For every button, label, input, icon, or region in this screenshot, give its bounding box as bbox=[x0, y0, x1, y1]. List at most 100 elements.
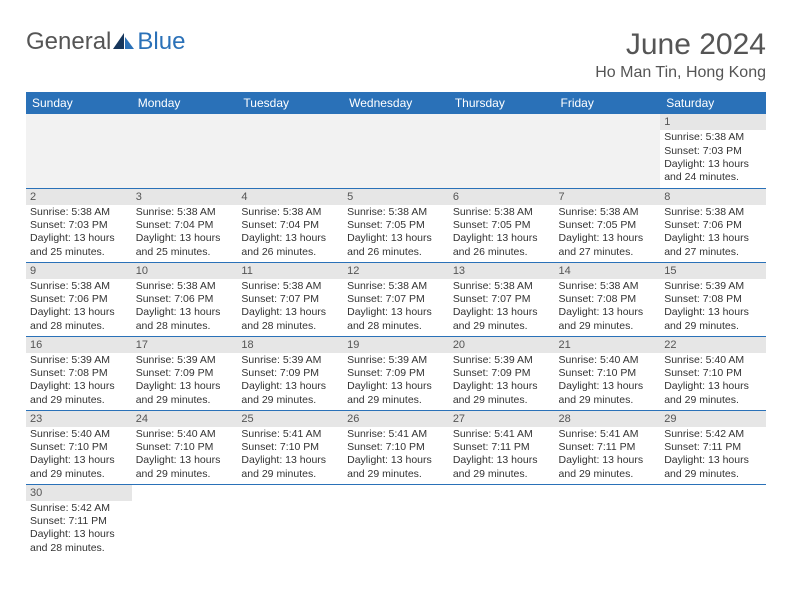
day-number: 23 bbox=[26, 411, 132, 427]
day-details: Sunrise: 5:38 AMSunset: 7:07 PMDaylight:… bbox=[449, 280, 555, 336]
weekday-header: Monday bbox=[132, 92, 238, 114]
day-details: Sunrise: 5:38 AMSunset: 7:08 PMDaylight:… bbox=[555, 280, 661, 336]
day-details: Sunrise: 5:42 AMSunset: 7:11 PMDaylight:… bbox=[660, 428, 766, 484]
calendar-day-cell: 1Sunrise: 5:38 AMSunset: 7:03 PMDaylight… bbox=[660, 114, 766, 188]
day-number: 20 bbox=[449, 337, 555, 353]
day-details: Sunrise: 5:42 AMSunset: 7:11 PMDaylight:… bbox=[26, 502, 132, 558]
day-number: 17 bbox=[132, 337, 238, 353]
day-details: Sunrise: 5:38 AMSunset: 7:04 PMDaylight:… bbox=[237, 206, 343, 262]
calendar-day-cell: 8Sunrise: 5:38 AMSunset: 7:06 PMDaylight… bbox=[660, 188, 766, 262]
calendar-row: 9Sunrise: 5:38 AMSunset: 7:06 PMDaylight… bbox=[26, 262, 766, 336]
day-details: Sunrise: 5:38 AMSunset: 7:06 PMDaylight:… bbox=[132, 280, 238, 336]
calendar-blank-cell bbox=[26, 114, 132, 188]
calendar-blank-cell bbox=[660, 484, 766, 558]
calendar-day-cell: 28Sunrise: 5:41 AMSunset: 7:11 PMDayligh… bbox=[555, 410, 661, 484]
weekday-header-row: Sunday Monday Tuesday Wednesday Thursday… bbox=[26, 92, 766, 114]
day-details: Sunrise: 5:41 AMSunset: 7:11 PMDaylight:… bbox=[449, 428, 555, 484]
calendar-blank-cell bbox=[555, 114, 661, 188]
calendar-day-cell: 11Sunrise: 5:38 AMSunset: 7:07 PMDayligh… bbox=[237, 262, 343, 336]
day-number: 30 bbox=[26, 485, 132, 501]
calendar-day-cell: 20Sunrise: 5:39 AMSunset: 7:09 PMDayligh… bbox=[449, 336, 555, 410]
day-details: Sunrise: 5:40 AMSunset: 7:10 PMDaylight:… bbox=[132, 428, 238, 484]
day-number: 25 bbox=[237, 411, 343, 427]
day-number: 9 bbox=[26, 263, 132, 279]
calendar-day-cell: 13Sunrise: 5:38 AMSunset: 7:07 PMDayligh… bbox=[449, 262, 555, 336]
day-number: 19 bbox=[343, 337, 449, 353]
day-details: Sunrise: 5:38 AMSunset: 7:06 PMDaylight:… bbox=[660, 206, 766, 262]
weekday-header: Sunday bbox=[26, 92, 132, 114]
day-details: Sunrise: 5:40 AMSunset: 7:10 PMDaylight:… bbox=[660, 354, 766, 410]
day-details: Sunrise: 5:38 AMSunset: 7:06 PMDaylight:… bbox=[26, 280, 132, 336]
calendar-day-cell: 12Sunrise: 5:38 AMSunset: 7:07 PMDayligh… bbox=[343, 262, 449, 336]
day-details: Sunrise: 5:38 AMSunset: 7:05 PMDaylight:… bbox=[343, 206, 449, 262]
location-label: Ho Man Tin, Hong Kong bbox=[595, 64, 766, 82]
calendar-day-cell: 6Sunrise: 5:38 AMSunset: 7:05 PMDaylight… bbox=[449, 188, 555, 262]
day-number: 3 bbox=[132, 189, 238, 205]
day-number: 11 bbox=[237, 263, 343, 279]
brand-logo: General Blue bbox=[26, 28, 185, 56]
day-details: Sunrise: 5:40 AMSunset: 7:10 PMDaylight:… bbox=[555, 354, 661, 410]
calendar-blank-cell bbox=[343, 114, 449, 188]
day-details: Sunrise: 5:41 AMSunset: 7:10 PMDaylight:… bbox=[343, 428, 449, 484]
calendar-day-cell: 21Sunrise: 5:40 AMSunset: 7:10 PMDayligh… bbox=[555, 336, 661, 410]
day-details: Sunrise: 5:41 AMSunset: 7:11 PMDaylight:… bbox=[555, 428, 661, 484]
day-number: 24 bbox=[132, 411, 238, 427]
day-details: Sunrise: 5:39 AMSunset: 7:09 PMDaylight:… bbox=[237, 354, 343, 410]
calendar-day-cell: 30Sunrise: 5:42 AMSunset: 7:11 PMDayligh… bbox=[26, 484, 132, 558]
calendar-day-cell: 10Sunrise: 5:38 AMSunset: 7:06 PMDayligh… bbox=[132, 262, 238, 336]
brand-part1: General bbox=[26, 28, 111, 56]
calendar-day-cell: 26Sunrise: 5:41 AMSunset: 7:10 PMDayligh… bbox=[343, 410, 449, 484]
calendar-day-cell: 24Sunrise: 5:40 AMSunset: 7:10 PMDayligh… bbox=[132, 410, 238, 484]
calendar-row: 1Sunrise: 5:38 AMSunset: 7:03 PMDaylight… bbox=[26, 114, 766, 188]
day-number: 10 bbox=[132, 263, 238, 279]
day-details: Sunrise: 5:39 AMSunset: 7:09 PMDaylight:… bbox=[449, 354, 555, 410]
day-details: Sunrise: 5:38 AMSunset: 7:04 PMDaylight:… bbox=[132, 206, 238, 262]
calendar-day-cell: 7Sunrise: 5:38 AMSunset: 7:05 PMDaylight… bbox=[555, 188, 661, 262]
calendar-day-cell: 19Sunrise: 5:39 AMSunset: 7:09 PMDayligh… bbox=[343, 336, 449, 410]
day-number: 8 bbox=[660, 189, 766, 205]
day-number: 7 bbox=[555, 189, 661, 205]
calendar-blank-cell bbox=[449, 484, 555, 558]
calendar-row: 16Sunrise: 5:39 AMSunset: 7:08 PMDayligh… bbox=[26, 336, 766, 410]
calendar-blank-cell bbox=[237, 484, 343, 558]
calendar-day-cell: 17Sunrise: 5:39 AMSunset: 7:09 PMDayligh… bbox=[132, 336, 238, 410]
day-number: 14 bbox=[555, 263, 661, 279]
day-details: Sunrise: 5:38 AMSunset: 7:07 PMDaylight:… bbox=[343, 280, 449, 336]
day-number: 18 bbox=[237, 337, 343, 353]
month-title: June 2024 bbox=[595, 28, 766, 62]
calendar-row: 30Sunrise: 5:42 AMSunset: 7:11 PMDayligh… bbox=[26, 484, 766, 558]
weekday-header: Thursday bbox=[449, 92, 555, 114]
day-number: 26 bbox=[343, 411, 449, 427]
calendar-day-cell: 9Sunrise: 5:38 AMSunset: 7:06 PMDaylight… bbox=[26, 262, 132, 336]
day-number: 6 bbox=[449, 189, 555, 205]
day-number: 13 bbox=[449, 263, 555, 279]
day-number: 28 bbox=[555, 411, 661, 427]
day-number: 1 bbox=[660, 114, 766, 130]
calendar-day-cell: 16Sunrise: 5:39 AMSunset: 7:08 PMDayligh… bbox=[26, 336, 132, 410]
calendar-day-cell: 27Sunrise: 5:41 AMSunset: 7:11 PMDayligh… bbox=[449, 410, 555, 484]
calendar-blank-cell bbox=[555, 484, 661, 558]
calendar-blank-cell bbox=[449, 114, 555, 188]
day-number: 21 bbox=[555, 337, 661, 353]
day-details: Sunrise: 5:39 AMSunset: 7:09 PMDaylight:… bbox=[343, 354, 449, 410]
day-details: Sunrise: 5:38 AMSunset: 7:07 PMDaylight:… bbox=[237, 280, 343, 336]
day-number: 15 bbox=[660, 263, 766, 279]
calendar-day-cell: 18Sunrise: 5:39 AMSunset: 7:09 PMDayligh… bbox=[237, 336, 343, 410]
day-number: 16 bbox=[26, 337, 132, 353]
calendar-day-cell: 22Sunrise: 5:40 AMSunset: 7:10 PMDayligh… bbox=[660, 336, 766, 410]
day-details: Sunrise: 5:38 AMSunset: 7:05 PMDaylight:… bbox=[449, 206, 555, 262]
weekday-header: Friday bbox=[555, 92, 661, 114]
weekday-header: Tuesday bbox=[237, 92, 343, 114]
day-details: Sunrise: 5:41 AMSunset: 7:10 PMDaylight:… bbox=[237, 428, 343, 484]
calendar-day-cell: 23Sunrise: 5:40 AMSunset: 7:10 PMDayligh… bbox=[26, 410, 132, 484]
calendar-day-cell: 25Sunrise: 5:41 AMSunset: 7:10 PMDayligh… bbox=[237, 410, 343, 484]
calendar-day-cell: 14Sunrise: 5:38 AMSunset: 7:08 PMDayligh… bbox=[555, 262, 661, 336]
calendar-row: 23Sunrise: 5:40 AMSunset: 7:10 PMDayligh… bbox=[26, 410, 766, 484]
calendar-day-cell: 3Sunrise: 5:38 AMSunset: 7:04 PMDaylight… bbox=[132, 188, 238, 262]
calendar-day-cell: 15Sunrise: 5:39 AMSunset: 7:08 PMDayligh… bbox=[660, 262, 766, 336]
day-number: 27 bbox=[449, 411, 555, 427]
day-number: 2 bbox=[26, 189, 132, 205]
day-number: 4 bbox=[237, 189, 343, 205]
day-number: 29 bbox=[660, 411, 766, 427]
day-details: Sunrise: 5:40 AMSunset: 7:10 PMDaylight:… bbox=[26, 428, 132, 484]
